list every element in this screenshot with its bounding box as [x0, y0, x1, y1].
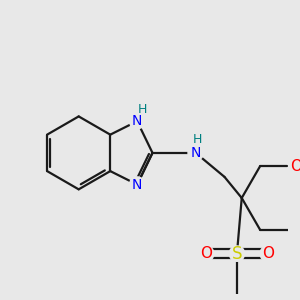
Text: S: S: [232, 244, 242, 262]
Text: H: H: [193, 133, 202, 146]
Circle shape: [188, 145, 203, 160]
Circle shape: [260, 246, 275, 261]
Text: H: H: [138, 103, 148, 116]
Circle shape: [199, 246, 214, 261]
Text: N: N: [190, 146, 201, 160]
Circle shape: [130, 113, 145, 129]
Text: O: O: [290, 159, 300, 174]
Circle shape: [130, 177, 145, 192]
Text: O: O: [200, 246, 212, 261]
Text: N: N: [132, 178, 142, 191]
Text: O: O: [262, 246, 274, 261]
Text: N: N: [132, 114, 142, 128]
Circle shape: [289, 159, 300, 174]
Circle shape: [229, 246, 244, 261]
